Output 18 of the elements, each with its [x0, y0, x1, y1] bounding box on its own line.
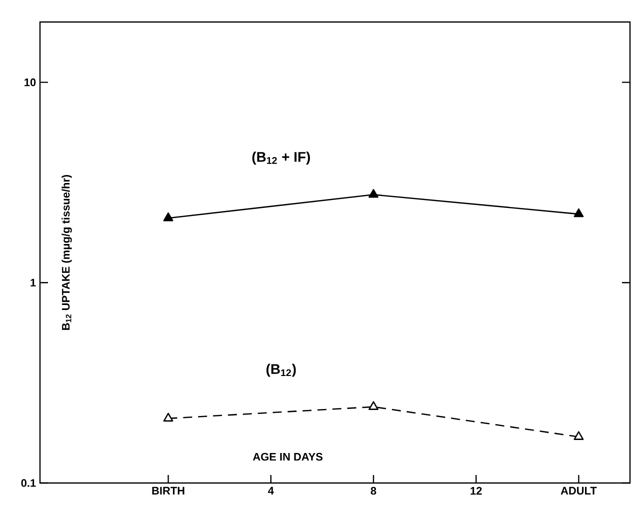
point [574, 431, 584, 440]
point [368, 401, 378, 410]
x-tick-label: BIRTH [152, 486, 184, 494]
x-tick-label: 12 [470, 486, 482, 495]
y-axis-title: B$_{12}$ UPTAKE (mμg/g tissue/hr) [62, 174, 72, 330]
point [574, 208, 584, 218]
y-tick-label: 10 [24, 78, 36, 86]
point [163, 412, 174, 422]
point [368, 189, 378, 198]
x-axis-title: AGE IN DAYS [252, 452, 322, 461]
y-tick-label: 0.1 [21, 479, 36, 487]
x-tick-label: 8 [370, 486, 376, 495]
point [163, 212, 174, 222]
x-tick-label: ADULT [560, 486, 597, 495]
x-tick-label: 4 [268, 486, 274, 494]
y-tick-label: 1 [30, 278, 36, 286]
text: (B$_{12}$) [266, 364, 296, 377]
text: (B$_{12}$ + IF) [252, 152, 310, 165]
